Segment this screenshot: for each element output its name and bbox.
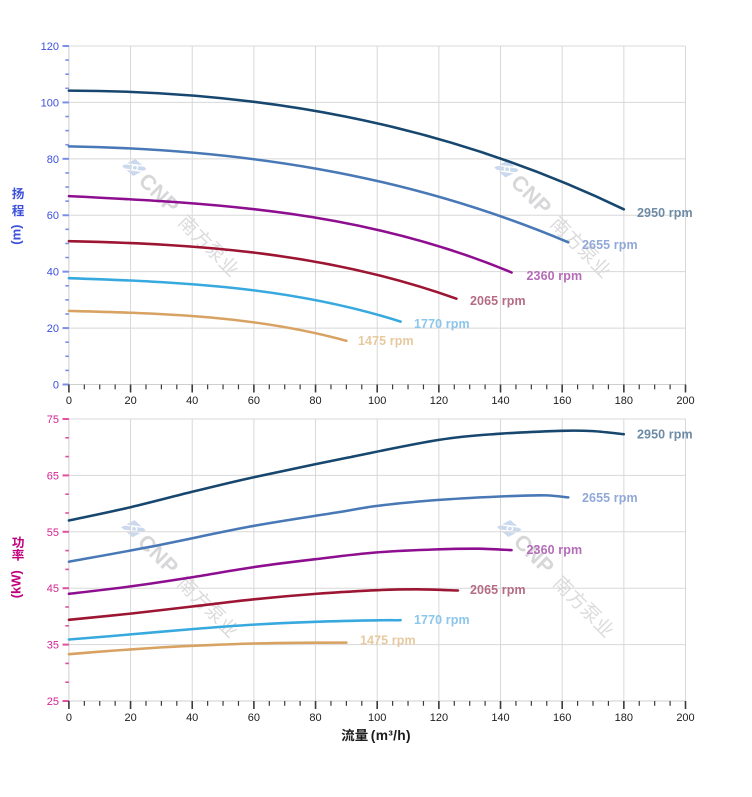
svg-text:80: 80 [309,712,321,724]
svg-text:1475 rpm: 1475 rpm [360,634,416,648]
svg-text:60: 60 [248,712,260,724]
svg-text:180: 180 [615,395,633,407]
svg-text:120: 120 [430,712,448,724]
svg-text:40: 40 [186,395,198,407]
svg-text:0: 0 [66,712,72,724]
svg-text:55: 55 [47,527,59,539]
svg-text:35: 35 [47,640,59,652]
svg-text:160: 160 [553,712,571,724]
svg-text:60: 60 [47,210,59,222]
svg-text:20: 20 [124,395,136,407]
svg-text:200: 200 [676,712,694,724]
svg-text:2655 rpm: 2655 rpm [582,491,638,505]
svg-text:2360 rpm: 2360 rpm [527,543,583,557]
svg-text:180: 180 [615,712,633,724]
svg-text:100: 100 [368,395,386,407]
svg-text:120: 120 [41,41,59,53]
svg-text:60: 60 [248,395,260,407]
svg-text:2655 rpm: 2655 rpm [582,238,638,252]
svg-text:2065 rpm: 2065 rpm [470,583,526,597]
svg-text:2360 rpm: 2360 rpm [527,269,583,283]
svg-text:0: 0 [53,380,59,392]
svg-text:40: 40 [186,712,198,724]
svg-text:2950 rpm: 2950 rpm [637,206,693,220]
svg-text:100: 100 [368,712,386,724]
svg-text:65: 65 [47,470,59,482]
svg-text:0: 0 [66,395,72,407]
svg-text:160: 160 [553,395,571,407]
svg-text:(m): (m) [9,224,24,244]
svg-text:80: 80 [309,395,321,407]
svg-text:(kW): (kW) [9,570,24,598]
svg-text:20: 20 [47,323,59,335]
svg-text:120: 120 [430,395,448,407]
svg-text:1770 rpm: 1770 rpm [414,317,470,331]
svg-text:75: 75 [47,414,59,426]
svg-text:45: 45 [47,583,59,595]
svg-text:2950 rpm: 2950 rpm [637,428,693,442]
svg-text:200: 200 [676,395,694,407]
svg-text:1770 rpm: 1770 rpm [414,613,470,627]
svg-text:140: 140 [491,395,509,407]
svg-text:20: 20 [124,712,136,724]
svg-text:80: 80 [47,154,59,166]
svg-text:140: 140 [491,712,509,724]
svg-text:(m³/h): (m³/h) [371,728,411,743]
svg-text:25: 25 [47,696,59,708]
svg-text:1475 rpm: 1475 rpm [358,334,414,348]
svg-text:2065 rpm: 2065 rpm [470,294,526,308]
svg-text:100: 100 [41,97,59,109]
svg-text:40: 40 [47,267,59,279]
